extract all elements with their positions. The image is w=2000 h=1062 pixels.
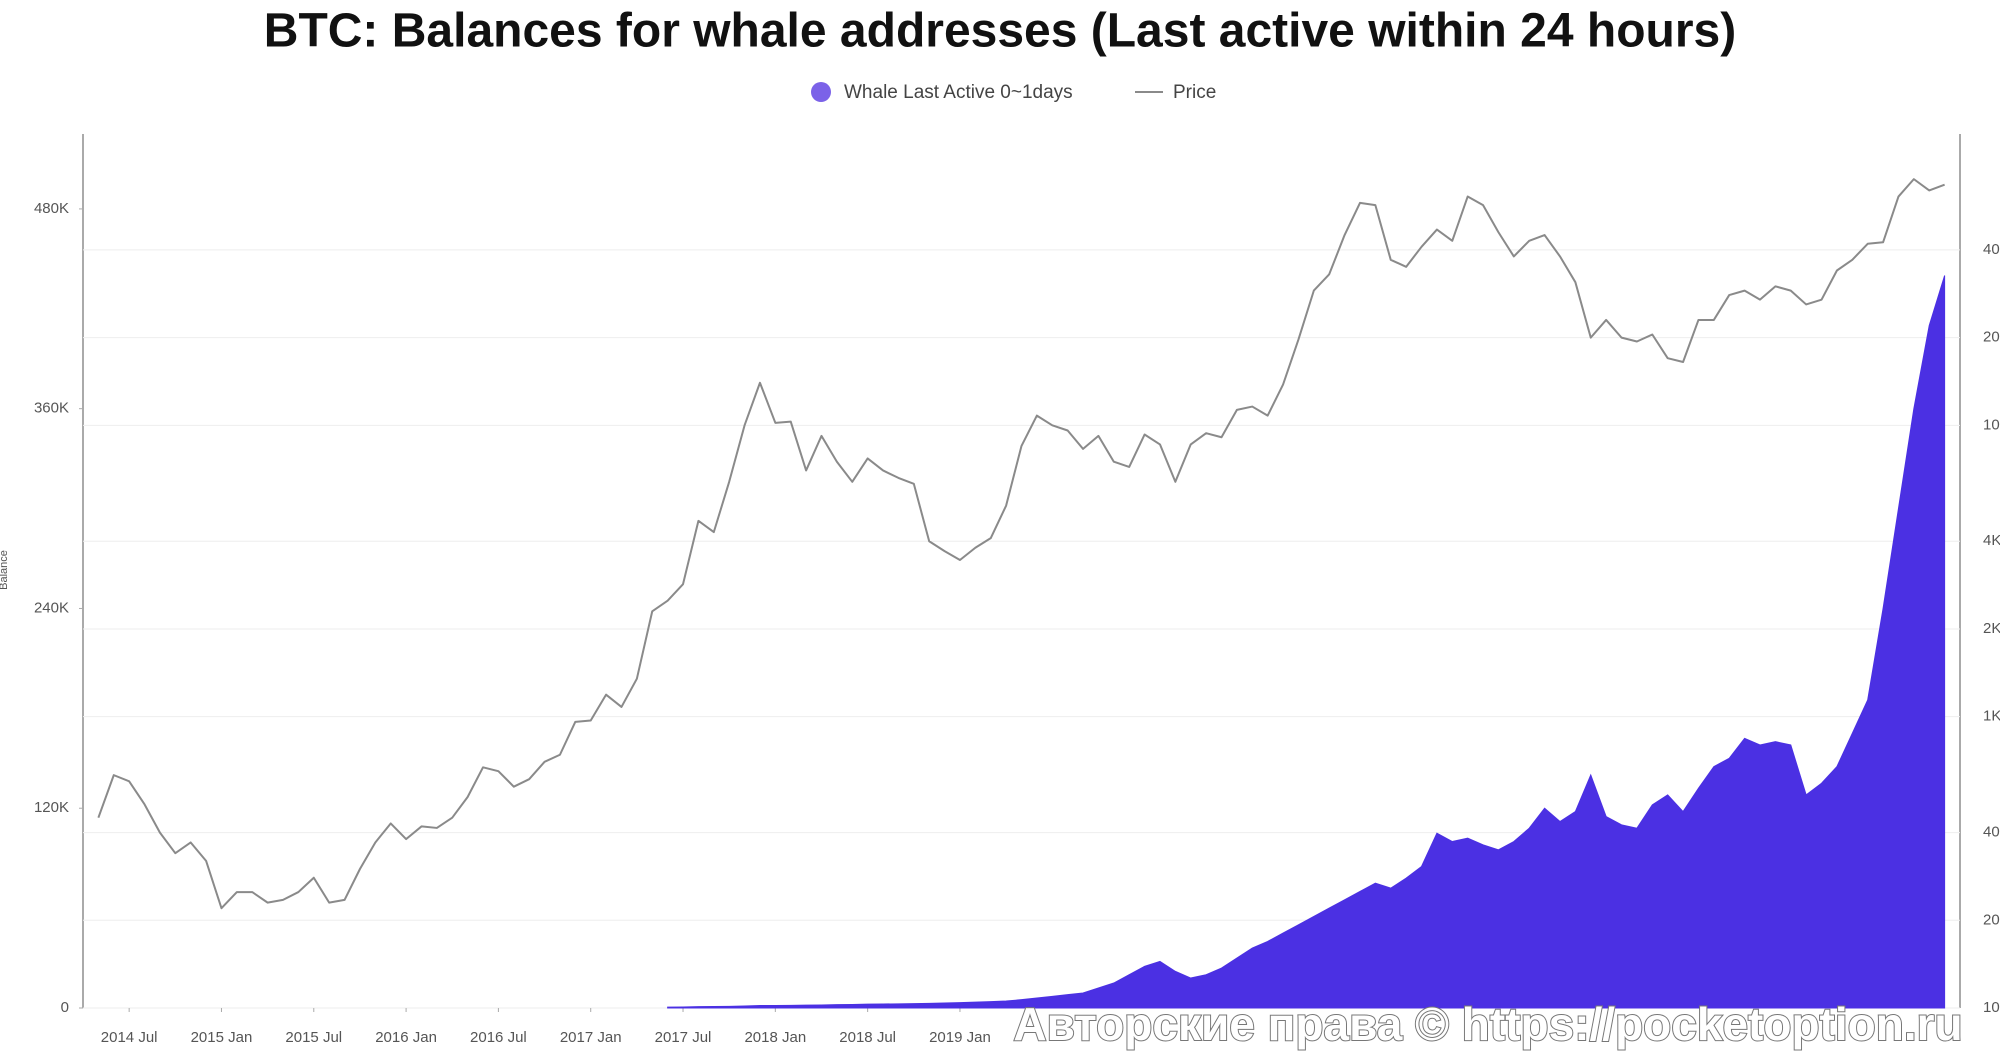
- y2-tick-label: 100: [1983, 999, 2000, 1016]
- y-tick-label: 0: [61, 999, 69, 1016]
- y2-tick-label: 400: [1983, 824, 2000, 841]
- legend-label: Price: [1173, 82, 1216, 103]
- y2-tick-label: 1K: [1983, 708, 2000, 725]
- y-tick-label: 480K: [34, 200, 69, 217]
- y-tick-label: 240K: [34, 599, 69, 616]
- x-tick-label: 2015 Jan: [191, 1029, 253, 1046]
- line: [97, 178, 1945, 910]
- chart-title: BTC: Balances for whale addresses (Last …: [264, 5, 1736, 58]
- x-tick-label: 2016 Jan: [375, 1029, 437, 1046]
- x-tick-label: 2016 Jul: [470, 1029, 527, 1046]
- x-tick-label: 2019 Jan: [929, 1029, 991, 1046]
- legend-swatch: [811, 82, 831, 102]
- x-tick-label: 2018 Jan: [744, 1029, 806, 1046]
- y-tick-label: 120K: [34, 799, 69, 816]
- y-tick-label: 360K: [34, 400, 69, 417]
- y2-tick-label: 4K: [1983, 532, 2000, 549]
- legend-label: Whale Last Active 0~1days: [844, 82, 1073, 103]
- y2-tick-label: 200: [1983, 911, 2000, 928]
- area: [667, 275, 1946, 1009]
- x-tick-label: 2017 Jan: [560, 1029, 622, 1046]
- x-tick-label: 2017 Jul: [655, 1029, 712, 1046]
- x-tick-label: 2014 Jul: [101, 1029, 158, 1046]
- watermark: Авторские права © https://pocketoption.r…: [1013, 998, 1962, 1050]
- x-tick-label: 2015 Jul: [285, 1029, 342, 1046]
- y2-tick-label: 20K: [1983, 329, 2000, 346]
- x-tick-label: 2018 Jul: [839, 1029, 896, 1046]
- y-axis-title: Balance: [0, 550, 10, 590]
- y2-tick-label: 40K: [1983, 241, 2000, 258]
- y2-tick-label: 10K: [1983, 416, 2000, 433]
- y2-tick-label: 2K: [1983, 620, 2000, 637]
